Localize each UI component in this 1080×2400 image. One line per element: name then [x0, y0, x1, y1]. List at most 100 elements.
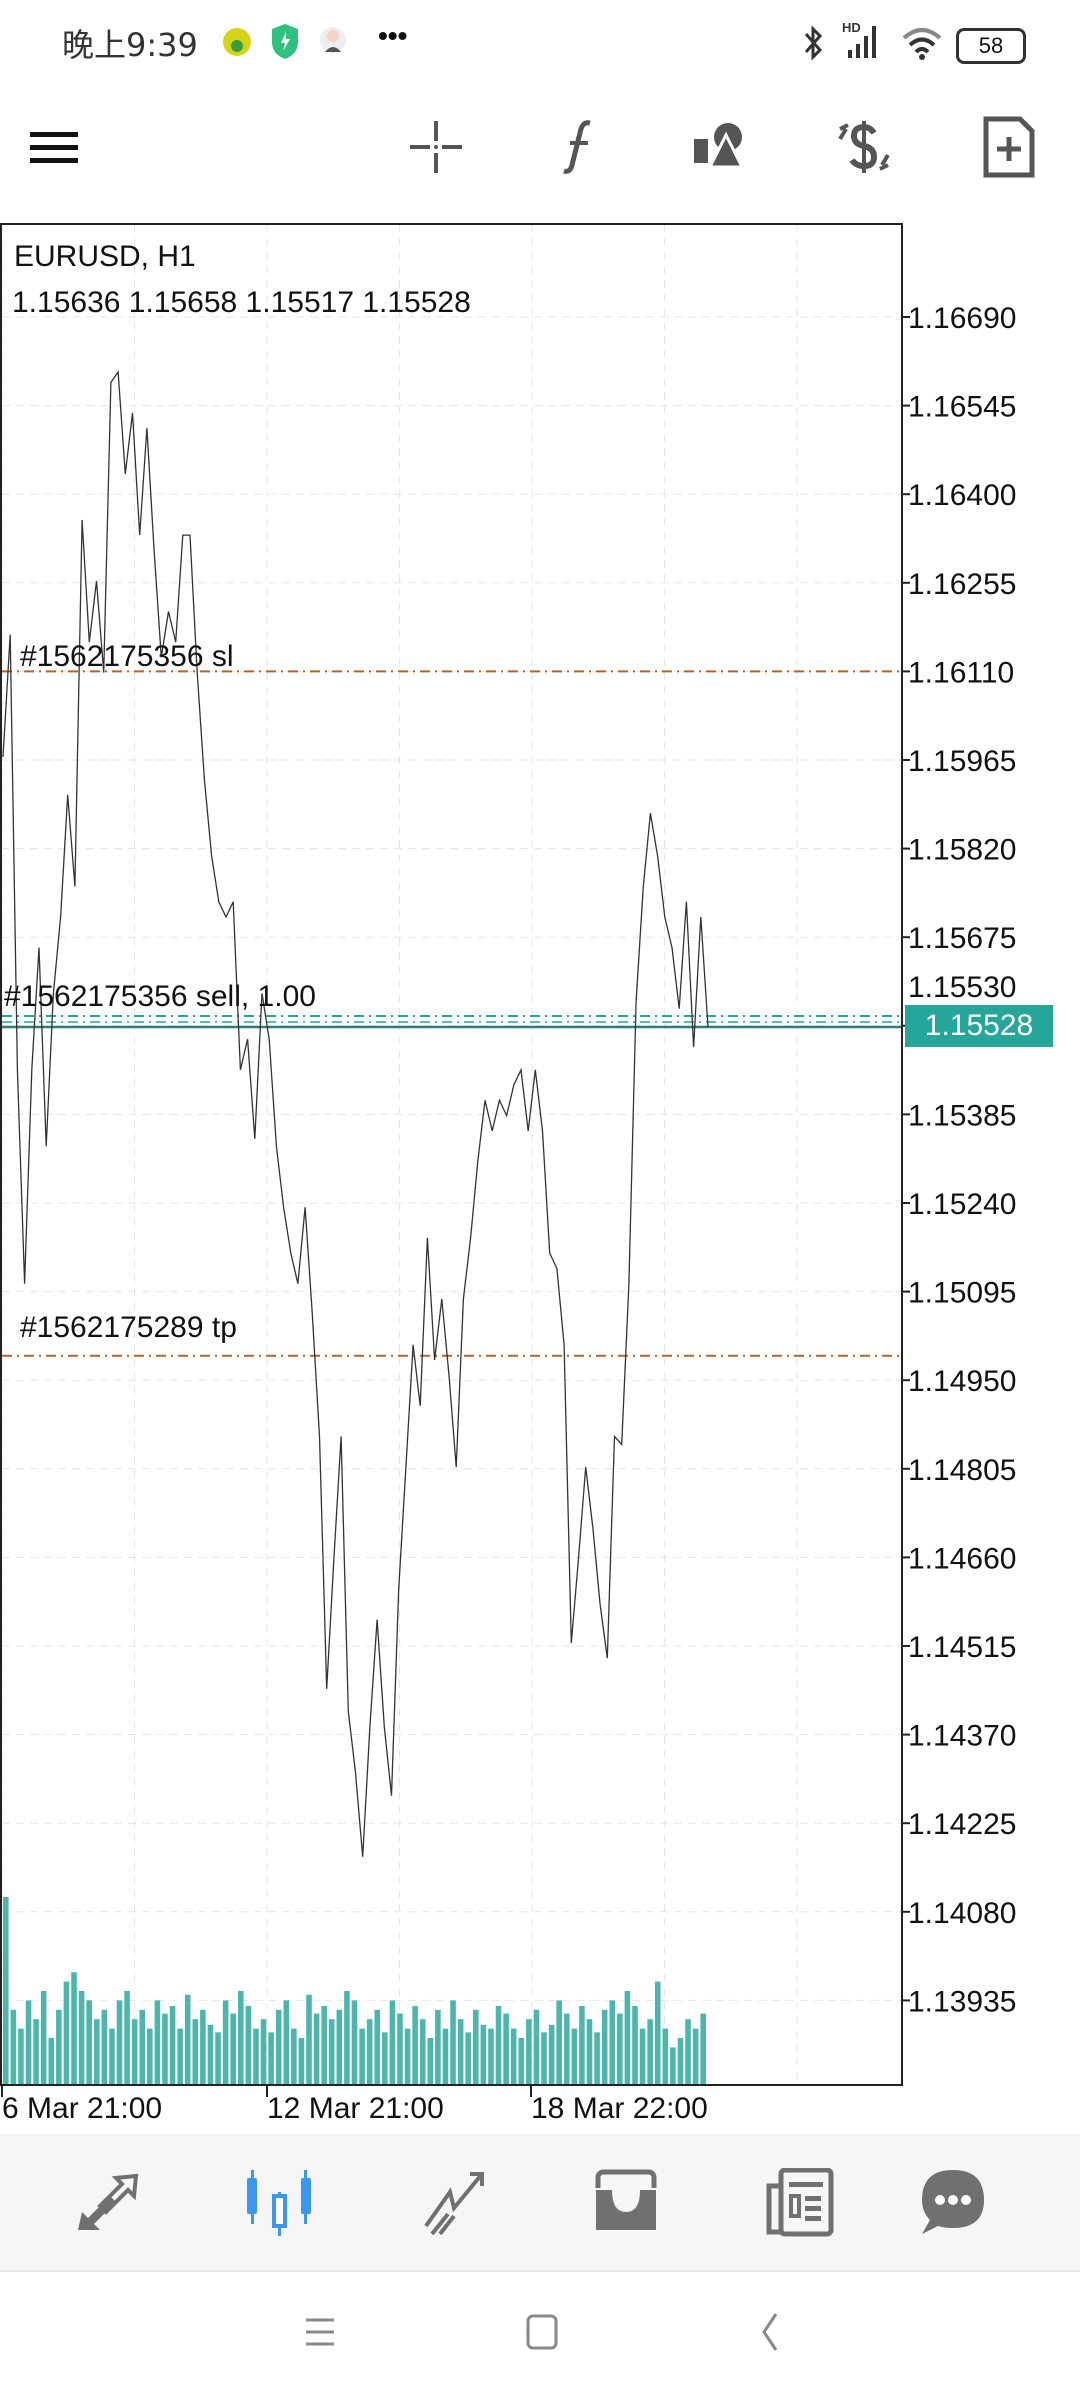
volume-bar	[374, 2009, 381, 2085]
volume-bar	[366, 2019, 373, 2085]
chart-icon[interactable]	[245, 2168, 315, 2238]
volume-bar	[184, 1994, 191, 2085]
music-app-icon	[223, 28, 251, 56]
volume-bar	[154, 2000, 161, 2085]
volume-bar	[442, 2028, 449, 2085]
volume-bar	[48, 2038, 55, 2085]
volume-histogram	[3, 1897, 706, 2085]
volume-bar	[78, 1991, 85, 2085]
volume-bar	[533, 2009, 540, 2085]
price-chart[interactable]: 1.16690 1.16545 1.16400 1.16255 1.16110 1.159…	[0, 0, 1080, 2140]
volume-bar	[427, 2038, 434, 2085]
sl-label: #1562175356 sl	[20, 640, 234, 673]
price-tick-label: 1.14660	[908, 1542, 1016, 1575]
volume-bar	[116, 2000, 123, 2085]
time-label: 12 Mar 21:00	[267, 2092, 444, 2125]
volume-bar	[109, 2028, 115, 2085]
volume-bar	[617, 2013, 623, 2085]
volume-bar	[124, 1991, 130, 2085]
bottom-navigation	[0, 2134, 1080, 2272]
volume-bar	[147, 2028, 153, 2085]
volume-bar	[344, 1991, 350, 2085]
volume-bar	[162, 2013, 168, 2085]
quotes-icon[interactable]	[72, 2168, 142, 2238]
volume-bar	[518, 2038, 525, 2085]
volume-bar	[169, 2006, 176, 2085]
volume-bar	[56, 2009, 62, 2085]
volume-bar	[556, 2000, 562, 2085]
volume-bar	[268, 2032, 274, 2085]
price-tick-label: 1.14805	[908, 1454, 1016, 1487]
volume-bar	[465, 2032, 471, 2085]
volume-bar	[609, 2000, 616, 2085]
volume-bar	[245, 2006, 252, 2085]
chart-symbol: EURUSD, H1	[14, 240, 196, 273]
chart-grid	[1, 224, 902, 2085]
volume-bar	[404, 2028, 411, 2085]
network-label: HD	[842, 20, 861, 35]
price-tick-label: 1.16110	[908, 656, 1014, 689]
menu-icon[interactable]	[24, 115, 88, 179]
recents-icon[interactable]	[298, 2310, 342, 2354]
volume-bar	[503, 2013, 509, 2085]
volume-bar	[291, 2028, 297, 2085]
trade-icon[interactable]	[832, 115, 896, 179]
trade-icon[interactable]	[418, 2168, 488, 2238]
volume-bar	[101, 2009, 108, 2085]
volume-bar	[328, 2019, 335, 2085]
news-icon[interactable]	[765, 2168, 835, 2238]
price-tick-label: 1.14950	[908, 1365, 1016, 1398]
price-line	[2, 370, 709, 1857]
bluetooth-icon	[804, 25, 823, 61]
volume-bar	[230, 2013, 236, 2085]
volume-bar	[685, 2019, 691, 2085]
price-tick-label: 1.16545	[908, 391, 1016, 424]
volume-bar	[654, 1981, 661, 2085]
volume-bar	[639, 2028, 646, 2085]
price-tick-label: 1.15675	[908, 922, 1016, 955]
current-price-tag: 1.15528	[905, 1005, 1053, 1047]
volume-bar	[260, 2019, 267, 2085]
volume-bar	[283, 2000, 290, 2085]
volume-bar	[25, 2000, 32, 2085]
objects-icon[interactable]	[688, 115, 752, 179]
messages-icon[interactable]	[918, 2168, 988, 2238]
volume-bar	[563, 2013, 570, 2085]
new-order-icon[interactable]	[976, 115, 1040, 179]
volume-bar	[412, 2006, 418, 2085]
home-icon[interactable]	[520, 2310, 564, 2354]
volume-bar	[177, 2028, 183, 2085]
volume-bar	[306, 1994, 312, 2085]
volume-bar	[3, 1897, 9, 2085]
volume-bar	[298, 2038, 305, 2085]
volume-bar	[336, 2009, 343, 2085]
indicators-icon[interactable]	[546, 115, 610, 179]
position-label: #1562175356 sell, 1.00	[4, 980, 316, 1013]
volume-bar	[389, 2000, 396, 2085]
time-label: 6 Mar 21:00	[2, 2092, 163, 2125]
price-tick-label: 1.14515	[908, 1631, 1016, 1664]
volume-bar	[457, 2019, 464, 2085]
price-tick-label: 1.14080	[908, 1897, 1016, 1930]
more-notifications: •••	[378, 20, 408, 51]
history-icon[interactable]	[592, 2168, 662, 2238]
crosshair-icon[interactable]	[404, 115, 468, 179]
volume-bar	[526, 2019, 532, 2085]
volume-bar	[632, 2006, 638, 2085]
price-tick-label: 1.15240	[908, 1188, 1016, 1221]
status-time: 晚上9:39	[62, 26, 198, 64]
back-icon[interactable]	[748, 2310, 792, 2354]
price-tick-label: 1.15385	[908, 1099, 1016, 1132]
chart-frame	[0, 223, 903, 2086]
volume-bar	[238, 1991, 244, 2085]
volume-bar	[586, 2019, 593, 2085]
volume-bar	[63, 1981, 70, 2085]
volume-bar	[495, 2006, 502, 2085]
volume-bar	[10, 2009, 17, 2085]
volume-bar	[131, 2019, 138, 2085]
volume-bar	[93, 2019, 100, 2085]
signal-icon: HD	[842, 20, 876, 58]
volume-bar	[571, 2028, 578, 2085]
chart-ohlc: 1.15636 1.15658 1.15517 1.15528	[12, 286, 471, 319]
volume-bar	[18, 2028, 24, 2085]
